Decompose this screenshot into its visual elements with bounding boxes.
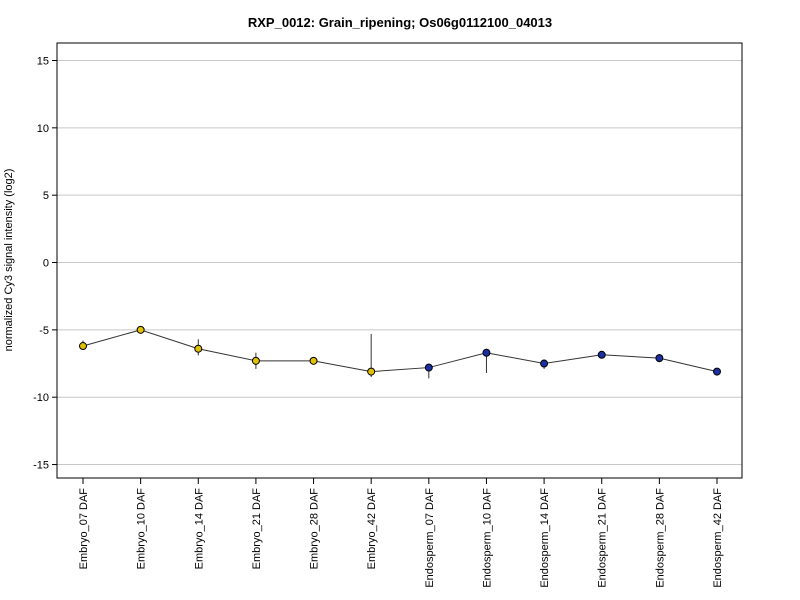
chart-title: RXP_0012: Grain_ripening; Os06g0112100_0… xyxy=(248,15,552,30)
x-tick-label: Embryo_28 DAF xyxy=(309,488,321,570)
y-tick-label: 10 xyxy=(37,123,49,135)
x-tick-label: Endosperm_14 DAF xyxy=(539,488,551,588)
data-point xyxy=(655,354,664,363)
x-tick-label: Embryo_10 DAF xyxy=(136,488,148,570)
grid xyxy=(57,60,742,466)
y-tick-label: -5 xyxy=(39,325,49,337)
y-tick-label: 15 xyxy=(37,56,49,68)
y-tick-label: -10 xyxy=(33,392,49,404)
data-point xyxy=(194,344,203,353)
x-tick-label: Embryo_14 DAF xyxy=(193,488,205,570)
data-point xyxy=(367,367,376,376)
y-tick-label: 5 xyxy=(43,190,49,202)
data-point xyxy=(424,363,433,372)
y-tick-label: -15 xyxy=(33,460,49,472)
data-point xyxy=(309,356,318,365)
series-line xyxy=(82,329,718,373)
x-tick-label: Embryo_21 DAF xyxy=(251,488,263,570)
x-tick-label: Embryo_07 DAF xyxy=(78,488,90,570)
data-point xyxy=(597,350,606,359)
y-axis-label: normalized Cy3 signal intensity (log2) xyxy=(3,169,15,352)
x-axis: Embryo_07 DAF Embryo_10 DAF Embryo_14 DAF E… xyxy=(78,478,724,588)
x-tick-label: Endosperm_07 DAF xyxy=(424,488,436,588)
x-tick-label: Endosperm_28 DAF xyxy=(654,488,666,588)
x-tick-label: Embryo_42 DAF xyxy=(366,488,378,570)
y-axis: -15 -10 -5 0 5 10 15 xyxy=(33,56,57,472)
y-tick-label: 0 xyxy=(43,258,49,270)
plot-frame xyxy=(56,42,743,479)
data-point xyxy=(713,367,721,376)
x-tick-label: Endosperm_10 DAF xyxy=(481,488,493,588)
x-tick-label: Endosperm_42 DAF xyxy=(712,488,724,588)
data-point xyxy=(136,325,145,334)
data-points xyxy=(79,325,721,376)
data-point xyxy=(540,359,549,368)
error-bars xyxy=(82,327,718,379)
data-point xyxy=(79,342,87,351)
x-tick-label: Endosperm_21 DAF xyxy=(597,488,609,588)
data-point xyxy=(251,356,260,365)
data-point xyxy=(482,348,491,357)
